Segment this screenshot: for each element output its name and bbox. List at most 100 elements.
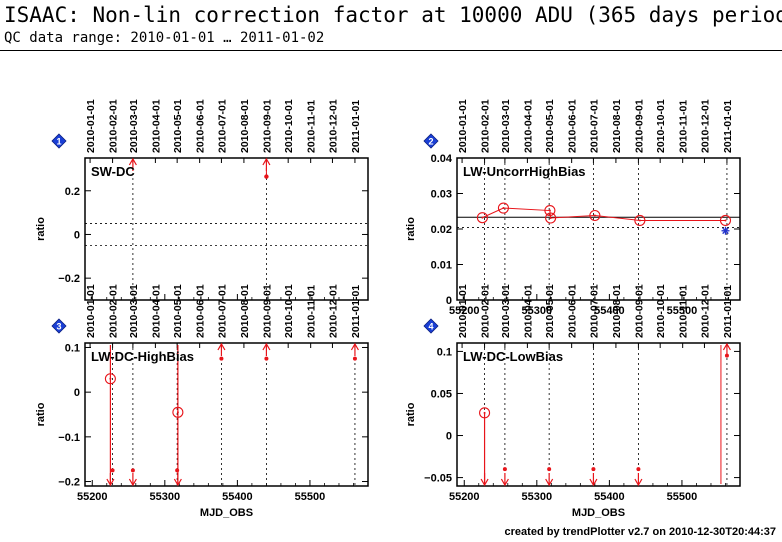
panel2-data-point-center (593, 214, 596, 217)
footer-credit: created by trendPlotter v2.7 on 2010-12-… (504, 526, 776, 538)
panel1-date-label: 2010-12-01 (327, 99, 339, 153)
panel4-xtick-label: 55200 (449, 491, 480, 503)
panel4-date-label: 2010-08-01 (611, 284, 623, 338)
panel2-data-point-center (549, 216, 552, 219)
panel1-date-label: 2011-01-01 (350, 100, 362, 153)
panel2-date-label: 2010-10-01 (655, 99, 667, 153)
panel2-data-point (545, 212, 557, 224)
panel3-date-label: 2010-04-01 (150, 284, 162, 338)
panel4-offscale-down-arrow-head (480, 478, 489, 487)
panel4-low-point (502, 467, 507, 472)
panel3-date-label: 2010-11-01 (306, 285, 318, 338)
panel4-ytick-label: −0.05 (424, 473, 452, 485)
panel3-offscale-up-arrow-head (217, 342, 226, 351)
panel3-low-point (130, 468, 135, 473)
panel3-date-label: 2010-08-01 (239, 284, 251, 338)
panel2-xtick-label: 55200 (449, 305, 480, 317)
panel2-ytick-label: 0.03 (431, 189, 452, 201)
panel2-ytick-label: 0.01 (431, 260, 452, 272)
panel2-data-point (634, 214, 646, 227)
panel2-xtick-label: 55400 (594, 305, 625, 317)
panel3-panel-label: LW-DC-HighBias (91, 349, 194, 364)
panel3-offscale-down-arrow-head (106, 478, 115, 487)
panel3-ytick-label: 0 (74, 387, 80, 399)
panel1-date-label: 2010-05-01 (172, 99, 184, 153)
panel2-ytick-label: 0.02 (431, 224, 452, 236)
panel1-date-label: 2010-03-01 (128, 99, 140, 153)
panel4-low-point (591, 467, 596, 472)
panel2-date-label: 2010-09-01 (633, 99, 645, 153)
page-title: ISAAC: Non-lin correction factor at 1000… (4, 3, 782, 27)
panel4-date-label: 2010-02-01 (480, 284, 492, 338)
panel4-ytick-label: 0.1 (437, 346, 452, 358)
panel4-low-point (547, 467, 552, 472)
panel4-offscale-down-arrow-head (500, 478, 509, 487)
panel2-date-label: 2010-11-01 (678, 100, 690, 153)
panel4-offscale-down-arrow-head (589, 478, 598, 487)
panel3-ytick-label: 0.1 (65, 342, 80, 354)
panel4-offscale-down-arrow-head (545, 478, 554, 487)
panel3-xtick-label: 55300 (150, 491, 181, 503)
panel2-date-label: 2010-02-01 (480, 99, 492, 153)
panel3-xtick-label: 55200 (77, 491, 108, 503)
panel4-date-label: 2010-10-01 (655, 284, 667, 338)
panel3-number-badge (51, 318, 67, 334)
panel4-ytick-label: 0 (446, 431, 452, 443)
panel3-date-label: 2010-05-01 (172, 284, 184, 338)
panel3-date-label: 2010-09-01 (261, 284, 273, 338)
panel4-panel-label: LW-DC-LowBias (463, 349, 563, 364)
panel2-data-point (589, 209, 601, 222)
panel3-date-label: 2010-10-01 (283, 284, 295, 338)
panel2-date-label: 2010-04-01 (522, 99, 534, 153)
panel3-offscale-up-arrow-head (350, 342, 359, 351)
panel4-date-label: 2010-09-01 (633, 284, 645, 338)
panel1-offscale-up-arrow-head (128, 157, 137, 166)
panel2-date-label: 2010-12-01 (699, 99, 711, 153)
panel3-high-point (264, 356, 269, 361)
panel2-series-line (482, 207, 726, 221)
panel2-data-point-center (502, 207, 505, 210)
panel3-xtick-label: 55500 (295, 491, 326, 503)
panel4-date-label: 2010-04-01 (522, 284, 534, 338)
panel4-date-label: 2010-11-01 (678, 285, 690, 338)
panel4-frame (456, 342, 741, 487)
panel3-date-label: 2010-06-01 (195, 284, 207, 338)
page-subtitle: QC data range: 2010-01-01 … 2011-01-02 (4, 30, 325, 46)
panel1-frame (84, 157, 369, 301)
panel2-data-point (544, 204, 556, 217)
panel1-date-label: 2010-04-01 (150, 99, 162, 153)
panel2-outlier-marker (722, 227, 729, 235)
panel4-date-label: 2010-05-01 (544, 284, 556, 338)
panel1-date-label: 2010-02-01 (108, 99, 120, 153)
panel1-ytick-label: −0.2 (58, 273, 80, 285)
panel1-number-badge (51, 133, 67, 149)
panel2-xtick-label: 55300 (522, 305, 553, 317)
panel4-xtick-label: 55500 (667, 491, 698, 503)
panel2-panel-label: LW-UncorrHighBias (463, 164, 586, 179)
panel3-date-label: 2010-12-01 (327, 284, 339, 338)
panel2-date-label: 2010-06-01 (567, 99, 579, 153)
panel1-number-badge-label: 1 (56, 137, 61, 147)
panel4-date-label: 2010-01-01 (457, 284, 469, 338)
panel3-xtick-label: 55400 (222, 491, 253, 503)
panel4-offscale-up-arrow-head (722, 342, 731, 351)
panel2-ytick-label: 0.04 (431, 153, 453, 165)
panel3-frame (84, 342, 369, 487)
panel1-ylabel: ratio (35, 217, 47, 241)
panel2-xtick-label: 55500 (667, 305, 698, 317)
panel1-date-label: 2010-08-01 (239, 99, 251, 153)
panel3-low-point (110, 468, 115, 473)
panel3-ytick-label: −0.2 (58, 477, 80, 489)
panel1-date-label: 2010-06-01 (195, 99, 207, 153)
panel3-low-point (175, 468, 180, 473)
panel2-date-label: 2010-01-01 (457, 99, 469, 153)
panel2-ytick-label: 0 (446, 295, 452, 307)
panel2-data-point-center (638, 219, 641, 222)
panel2-date-label: 2010-08-01 (611, 99, 623, 153)
panel3-offscale-up-arrow-head (262, 342, 271, 351)
panel2-data-point (497, 202, 509, 214)
panel2-data-point-center (548, 209, 551, 212)
panel4-xtick-label: 55300 (522, 491, 553, 503)
panel3-date-label: 2011-01-01 (350, 285, 362, 338)
